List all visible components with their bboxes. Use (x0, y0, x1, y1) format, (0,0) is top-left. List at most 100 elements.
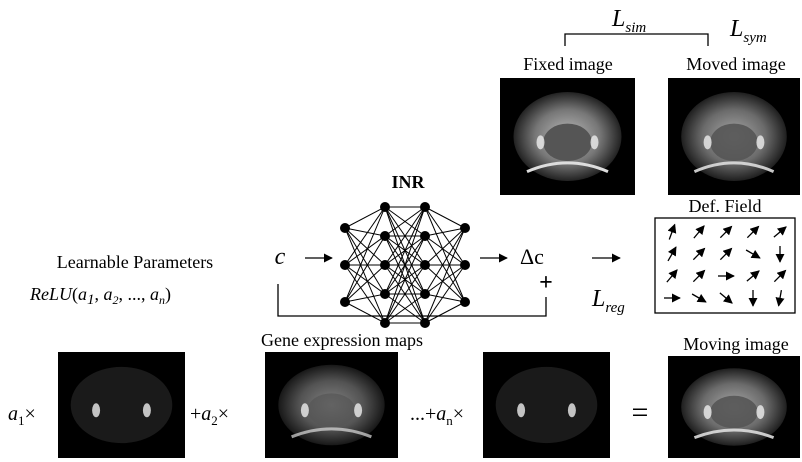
edge (425, 302, 465, 323)
node (380, 231, 390, 241)
edge (425, 207, 465, 265)
field-arrow (747, 271, 759, 281)
term: a1× (8, 403, 36, 428)
edge (425, 265, 465, 323)
brain-core (710, 124, 758, 161)
def-field (664, 224, 786, 306)
brain-shape (71, 367, 173, 443)
field-arrow (779, 290, 782, 306)
field-arrow (720, 226, 731, 237)
brain-image (265, 352, 398, 458)
edge (425, 207, 465, 302)
params-title: Learnable Parameters (57, 252, 213, 272)
brain-core (308, 393, 356, 427)
field-arrow (747, 226, 758, 237)
node (420, 202, 430, 212)
field-arrow (667, 270, 677, 282)
hotspot (704, 405, 712, 419)
arg: a (104, 284, 113, 304)
paren: ) (165, 284, 171, 305)
node (460, 223, 470, 233)
symbol: a (436, 403, 446, 425)
page: Lsim Lsym Fixed image Moved image INR Le… (0, 0, 802, 462)
brain-image (668, 356, 800, 458)
output-dc: Δc (520, 244, 544, 269)
edge (345, 228, 385, 236)
node (340, 260, 350, 270)
brain-core (710, 396, 758, 429)
subscript: sym (743, 30, 766, 46)
hotspot (568, 403, 576, 417)
diagram: Lsim Lsym Fixed image Moved image INR Le… (0, 0, 802, 462)
edge (345, 228, 385, 323)
field-arrow (720, 248, 731, 259)
l-sym: Lsym (729, 16, 767, 46)
field-arrow (774, 270, 785, 281)
node (380, 202, 390, 212)
l-sim: Lsim (611, 6, 646, 36)
hotspot (756, 405, 764, 419)
field-arrow (693, 270, 704, 281)
node (420, 318, 430, 328)
arg: a (78, 284, 87, 304)
edge (345, 265, 385, 323)
brain-image (500, 78, 635, 195)
edge (345, 294, 385, 302)
symbol: L (729, 16, 743, 42)
field-arrow (746, 250, 760, 258)
hotspot (537, 135, 545, 149)
fixed-label: Fixed image (523, 54, 612, 74)
symbol: a (8, 403, 18, 425)
subscript: reg (605, 300, 625, 316)
brain-shape (496, 367, 598, 443)
node (460, 297, 470, 307)
moved-label: Moved image (686, 54, 785, 74)
hotspot (143, 403, 151, 417)
hotspot (591, 135, 599, 149)
edge (425, 228, 465, 323)
gene-title: Gene expression maps (261, 330, 423, 350)
edge (425, 207, 465, 228)
fn: ReLU (29, 284, 73, 304)
ellipsis: ... (128, 284, 142, 304)
node (460, 260, 470, 270)
brain-image (668, 78, 800, 195)
sub: 1 (87, 292, 95, 308)
subscript: sim (625, 20, 646, 36)
hotspot (354, 403, 362, 417)
node (380, 289, 390, 299)
times: × (25, 403, 36, 425)
times: × (453, 403, 464, 425)
inr-title: INR (391, 172, 425, 192)
edge (345, 207, 385, 228)
field-arrow (692, 294, 706, 302)
field-arrow (720, 293, 732, 303)
edge (425, 294, 465, 302)
skip-line (278, 284, 546, 316)
times: × (218, 403, 229, 425)
node (380, 260, 390, 270)
symbol: a (201, 403, 211, 425)
node (420, 231, 430, 241)
node (420, 289, 430, 299)
l-reg: Lreg (591, 286, 625, 316)
brain-image (58, 352, 185, 458)
arg: a (150, 284, 159, 304)
sep: , (141, 284, 150, 304)
equals: = (632, 396, 649, 429)
node (340, 297, 350, 307)
input-c: c (275, 244, 286, 270)
sep: , (119, 284, 128, 304)
brain-core (543, 124, 592, 161)
hotspot (301, 403, 309, 417)
edge (345, 207, 385, 265)
sep: , (95, 284, 104, 304)
node (380, 318, 390, 328)
node (420, 260, 430, 270)
hotspot (517, 403, 525, 417)
field-arrow (668, 247, 676, 261)
prefix: + (190, 403, 201, 425)
symbol: L (591, 286, 605, 312)
edge (345, 207, 385, 302)
network (340, 202, 470, 328)
